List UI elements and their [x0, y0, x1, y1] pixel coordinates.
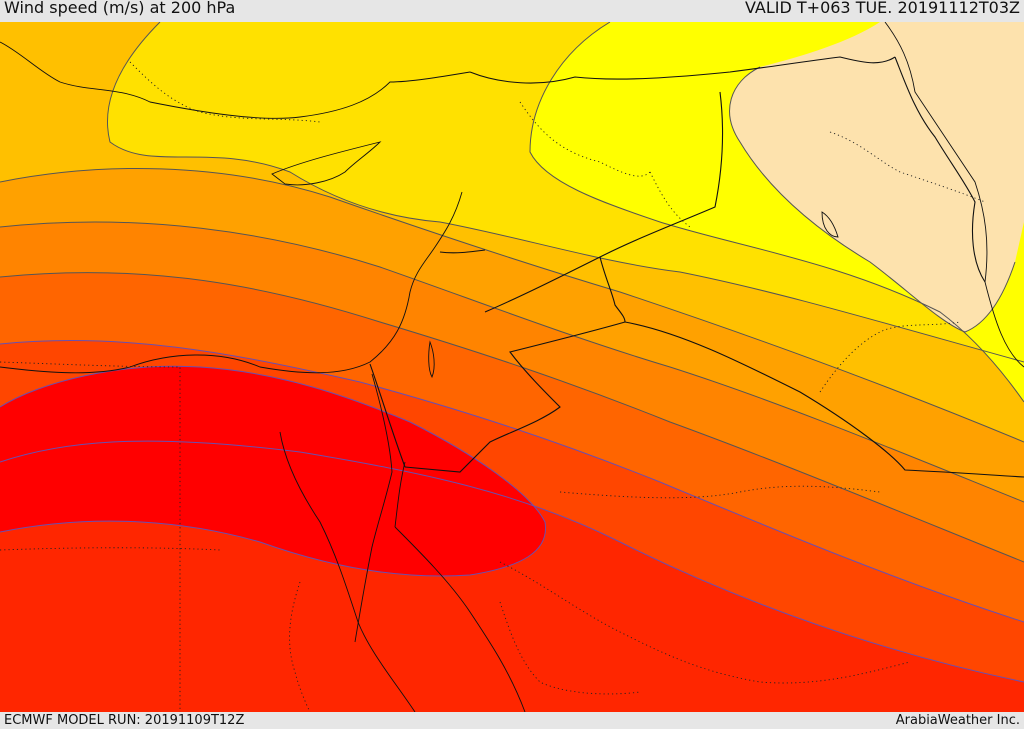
lake-tharthar: [821, 211, 839, 238]
wind-speed-map: [0, 22, 1024, 712]
internal-boundary: [819, 321, 961, 393]
contour-line: [0, 272, 1024, 563]
egypt-israel-border: [369, 363, 406, 468]
red-sea-gulf-suez: [354, 373, 393, 643]
map-header: Wind speed (m/s) at 200 hPa VALID T+063 …: [0, 0, 1024, 22]
gulf-of-aqaba: [394, 461, 406, 528]
contour-line: [0, 440, 1024, 683]
contour-line: [0, 365, 547, 577]
contour-line: [0, 221, 1024, 503]
band-9: [0, 366, 546, 577]
internal-boundary: [829, 131, 986, 203]
syria-iraq-border: [484, 91, 724, 313]
persian-gulf-coast: [884, 22, 1024, 368]
band-0: [729, 22, 1024, 332]
valid-time: VALID T+063 TUE. 20191112T03Z: [744, 0, 1020, 17]
saudi-iraq-border: [624, 321, 1024, 478]
iraq-iran-border: [894, 56, 986, 283]
weather-map[interactable]: [0, 22, 1024, 712]
internal-boundary: [519, 101, 651, 177]
contour-line: [729, 66, 1016, 333]
internal-boundary: [499, 601, 641, 695]
nile-river: [279, 431, 416, 712]
red-sea-east-coast: [394, 526, 526, 712]
cyprus-coast: [271, 141, 382, 186]
mediterranean-coast: [0, 191, 463, 374]
turkey-syria-border: [469, 56, 896, 84]
turkey-coast: [0, 41, 471, 119]
dead-sea: [428, 340, 435, 379]
map-title: Wind speed (m/s) at 200 hPa: [4, 0, 236, 17]
contour-line: [106, 22, 1024, 363]
contour-line: [0, 339, 1024, 623]
map-footer: ECMWF MODEL RUN: 20191109T12Z ArabiaWeat…: [0, 712, 1024, 729]
internal-boundary: [559, 485, 881, 499]
model-run: ECMWF MODEL RUN: 20191109T12Z: [4, 713, 245, 728]
credit: ArabiaWeather Inc.: [895, 713, 1020, 728]
lebanon-israel-border: [439, 249, 486, 254]
jordan-border: [404, 256, 626, 473]
contour-line: [0, 167, 1024, 443]
